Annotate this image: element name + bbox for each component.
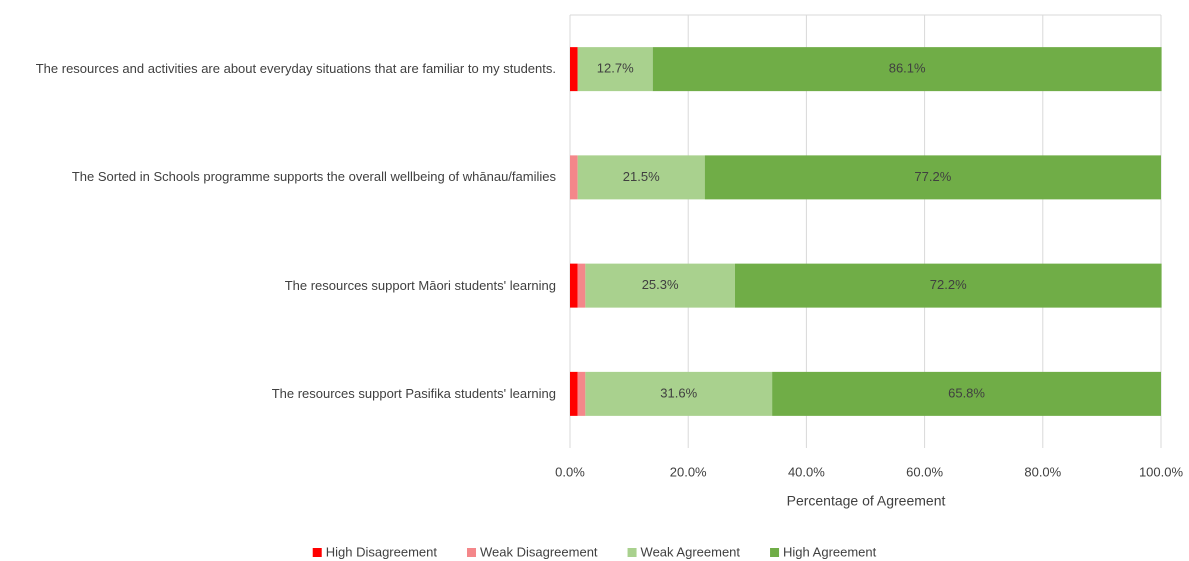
data-label: 86.1% xyxy=(889,61,926,76)
bar-segment xyxy=(652,47,1162,92)
x-tick-label: 20.0% xyxy=(670,464,707,479)
bar-segment xyxy=(772,371,1161,416)
legend-label: Weak Disagreement xyxy=(480,544,598,559)
legend-swatch xyxy=(627,548,637,557)
x-tick-label: 60.0% xyxy=(906,464,943,479)
x-axis-title: Percentage of Agreement xyxy=(787,493,946,509)
y-tick-label: The resources support Pasifika students'… xyxy=(271,385,556,401)
y-tick-label: The resources support Māori students' le… xyxy=(284,277,556,293)
x-tick-label: 80.0% xyxy=(1024,464,1061,479)
legend-label: High Disagreement xyxy=(326,544,438,559)
data-label: 77.2% xyxy=(914,169,951,184)
bar-segment xyxy=(585,263,735,308)
bar-segment xyxy=(577,47,653,92)
y-tick-label: The resources and activities are about e… xyxy=(35,61,556,77)
data-label: 31.6% xyxy=(660,385,697,400)
data-label: 12.7% xyxy=(597,61,634,76)
y-tick-label: The Sorted in Schools programme supports… xyxy=(71,169,556,185)
bar-segment xyxy=(570,371,578,416)
bar-segment xyxy=(704,155,1161,200)
data-label: 25.3% xyxy=(642,277,679,292)
data-label: 21.5% xyxy=(623,169,660,184)
legend-label: Weak Agreement xyxy=(641,544,741,559)
x-tick-label: 40.0% xyxy=(788,464,825,479)
data-label: 72.2% xyxy=(930,277,967,292)
x-tick-label: 100.0% xyxy=(1139,464,1184,479)
bar-segment xyxy=(570,263,578,308)
legend-swatch xyxy=(770,548,780,557)
legend-swatch xyxy=(312,548,322,557)
bar-segment xyxy=(577,371,586,416)
x-tick-label: 0.0% xyxy=(555,464,585,479)
legend-label: High Agreement xyxy=(783,544,877,559)
bar-segment xyxy=(570,155,578,200)
bar-segment xyxy=(577,155,705,200)
bar-segment xyxy=(734,263,1162,308)
bar-segment xyxy=(585,371,773,416)
legend-swatch xyxy=(467,548,477,557)
bar-segment xyxy=(577,263,586,308)
data-label: 65.8% xyxy=(948,385,985,400)
bar-segment xyxy=(570,47,578,92)
